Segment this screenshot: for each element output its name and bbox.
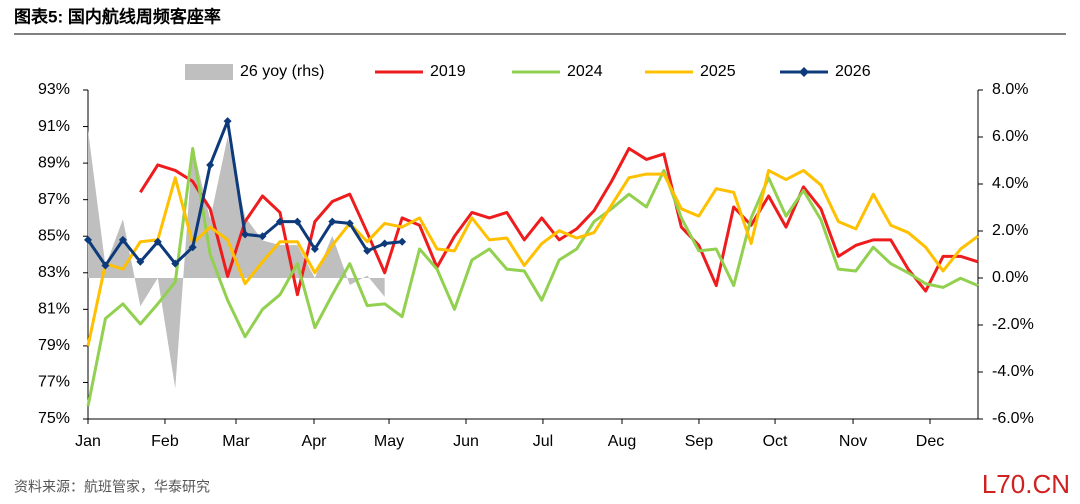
- x-tick-label: Oct: [763, 433, 788, 450]
- line: [139, 146, 979, 297]
- y2-tick-label: 4.0%: [992, 175, 1028, 192]
- y-tick-label: 75%: [38, 410, 70, 427]
- y2-tick-label: 0.0%: [992, 269, 1028, 286]
- y-tick-label: 89%: [38, 154, 70, 171]
- y-tick-label: 85%: [38, 227, 70, 244]
- marker: [345, 219, 354, 228]
- x-tick-label: Nov: [839, 433, 867, 450]
- marker: [380, 239, 389, 248]
- marker: [206, 160, 215, 169]
- marker: [328, 217, 337, 226]
- y2-tick-label: -2.0%: [992, 316, 1034, 333]
- x-tick-label: Jul: [533, 433, 553, 450]
- marker: [223, 117, 232, 126]
- marker: [118, 235, 127, 244]
- marker: [171, 259, 180, 268]
- x-tick-label: Feb: [151, 433, 179, 450]
- y2-tick-label: -6.0%: [992, 410, 1034, 427]
- marker: [310, 245, 319, 254]
- y-tick-label: 91%: [38, 118, 70, 135]
- marker: [188, 243, 197, 252]
- x-tick-label: Aug: [608, 433, 636, 450]
- y2-tick-label: 6.0%: [992, 128, 1028, 145]
- marker: [258, 232, 267, 241]
- marker: [398, 237, 407, 246]
- x-tick-label: May: [374, 433, 404, 450]
- marker: [293, 217, 302, 226]
- marker: [101, 261, 110, 270]
- marker: [84, 235, 92, 244]
- line: [86, 146, 979, 407]
- line: [86, 168, 979, 347]
- y2-tick-label: 2.0%: [992, 222, 1028, 239]
- y-tick-label: 93%: [38, 81, 70, 98]
- x-tick-label: Sep: [685, 433, 714, 450]
- y-tick-label: 81%: [38, 301, 70, 318]
- chart-title: 图表5: 国内航线周频客座率: [14, 6, 221, 26]
- legend-label: 2026: [835, 63, 871, 80]
- legend-label: 2024: [567, 63, 603, 80]
- legend-label: 2025: [700, 63, 736, 80]
- x-tick-label: Jun: [453, 433, 479, 450]
- marker: [275, 217, 284, 226]
- legend-label: 2019: [430, 63, 466, 80]
- marker: [363, 246, 372, 255]
- x-tick-label: Mar: [222, 433, 250, 450]
- legend-marker: [799, 67, 809, 77]
- watermark: L70.CN: [982, 469, 1070, 499]
- marker: [136, 257, 145, 266]
- legend-swatch: [185, 64, 233, 80]
- marker: [241, 230, 250, 239]
- x-tick-label: Jan: [75, 433, 101, 450]
- marker: [153, 237, 162, 246]
- y-tick-label: 87%: [38, 191, 70, 208]
- x-tick-label: Dec: [916, 433, 944, 450]
- x-tick-label: Apr: [302, 433, 328, 450]
- source: 资料来源：航班管家，华泰研究: [14, 479, 210, 495]
- legend-label: 26 yoy (rhs): [240, 63, 324, 80]
- y2-tick-label: 8.0%: [992, 81, 1028, 98]
- y-tick-label: 77%: [38, 374, 70, 391]
- y2-tick-label: -4.0%: [992, 363, 1034, 380]
- y-tick-label: 79%: [38, 337, 70, 354]
- y-tick-label: 83%: [38, 264, 70, 281]
